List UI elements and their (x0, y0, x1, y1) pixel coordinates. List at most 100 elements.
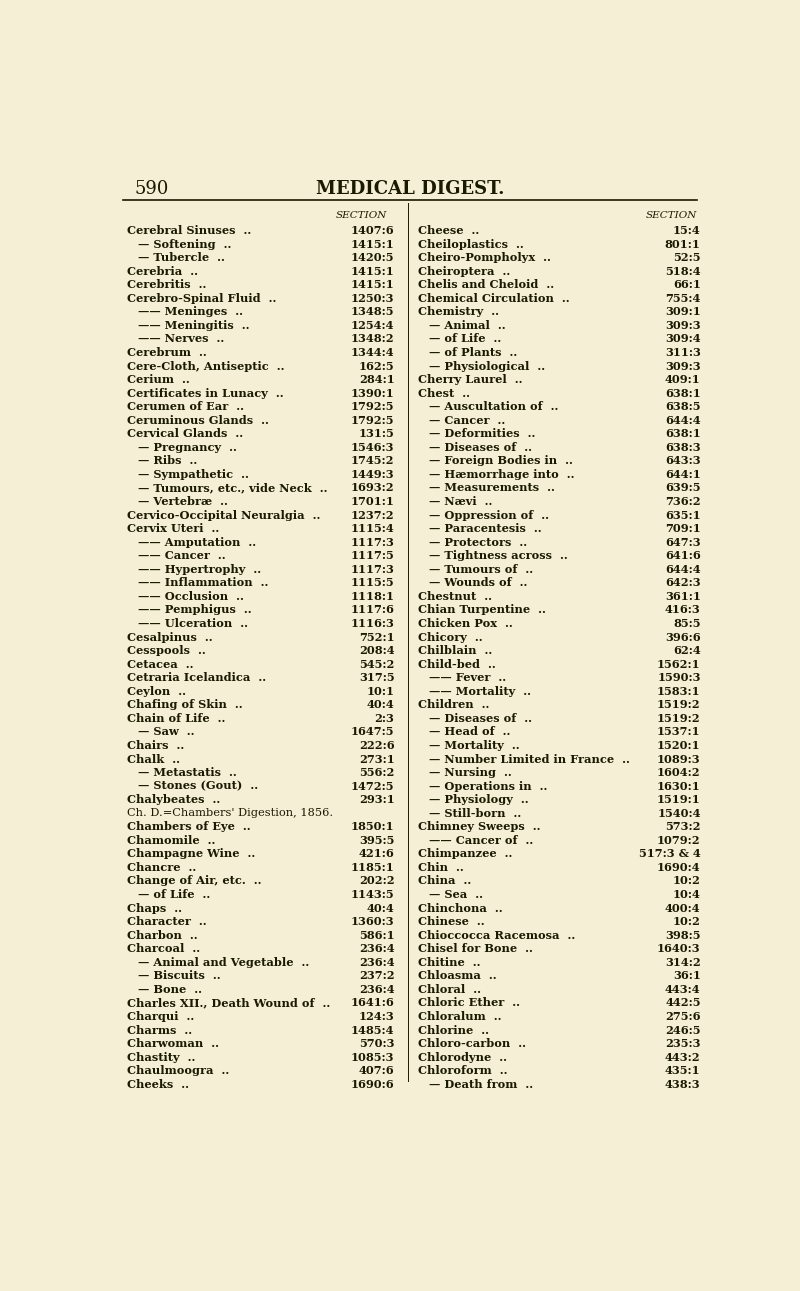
Text: 10:2: 10:2 (673, 917, 701, 927)
Text: — Ribs  ..: — Ribs .. (138, 456, 198, 466)
Text: 638:3: 638:3 (665, 442, 701, 453)
Text: Chambers of Eye  ..: Chambers of Eye .. (127, 821, 250, 833)
Text: Cheese  ..: Cheese .. (418, 225, 479, 236)
Text: 1630:1: 1630:1 (657, 781, 701, 791)
Text: 644:4: 644:4 (665, 414, 701, 426)
Text: — Saw  ..: — Saw .. (138, 727, 194, 737)
Text: 1792:5: 1792:5 (351, 402, 394, 412)
Text: — Diseases of  ..: — Diseases of .. (429, 713, 532, 724)
Text: — Auscultation of  ..: — Auscultation of .. (429, 402, 558, 412)
Text: Cheiloplastics  ..: Cheiloplastics .. (418, 239, 523, 249)
Text: Cervical Glands  ..: Cervical Glands .. (127, 429, 243, 439)
Text: 309:1: 309:1 (665, 306, 701, 318)
Text: Cheiroptera  ..: Cheiroptera .. (418, 266, 510, 276)
Text: — Operations in  ..: — Operations in .. (429, 781, 547, 791)
Text: 1690:6: 1690:6 (351, 1079, 394, 1090)
Text: 1415:1: 1415:1 (350, 279, 394, 290)
Text: —— Meningitis  ..: —— Meningitis .. (138, 320, 250, 330)
Text: 309:3: 309:3 (665, 320, 701, 330)
Text: —— Amputation  ..: —— Amputation .. (138, 537, 256, 547)
Text: 642:3: 642:3 (665, 577, 701, 589)
Text: 1540:4: 1540:4 (657, 808, 701, 818)
Text: Chilblain  ..: Chilblain .. (418, 646, 492, 656)
Text: MEDICAL DIGEST.: MEDICAL DIGEST. (316, 181, 504, 199)
Text: 1590:3: 1590:3 (657, 673, 701, 683)
Text: 395:5: 395:5 (359, 835, 394, 846)
Text: 66:1: 66:1 (673, 279, 701, 290)
Text: Change of Air, etc.  ..: Change of Air, etc. .. (127, 875, 262, 887)
Text: Chian Turpentine  ..: Chian Turpentine .. (418, 604, 546, 616)
Text: 438:3: 438:3 (665, 1079, 701, 1090)
Text: 62:4: 62:4 (673, 646, 701, 656)
Text: Chloral  ..: Chloral .. (418, 984, 481, 995)
Text: 1115:4: 1115:4 (350, 523, 394, 534)
Text: 1117:3: 1117:3 (350, 537, 394, 547)
Text: Chinchona  ..: Chinchona .. (418, 902, 502, 914)
Text: — Nursing  ..: — Nursing .. (429, 767, 511, 778)
Text: 1185:1: 1185:1 (350, 862, 394, 873)
Text: SECTION: SECTION (335, 212, 386, 221)
Text: — Measurements  ..: — Measurements .. (429, 483, 554, 493)
Text: 124:3: 124:3 (358, 1011, 394, 1022)
Text: 1089:3: 1089:3 (657, 754, 701, 764)
Text: —— Cancer of  ..: —— Cancer of .. (429, 835, 533, 846)
Text: 361:1: 361:1 (665, 591, 701, 602)
Text: Cervico-Occipital Neuralgia  ..: Cervico-Occipital Neuralgia .. (127, 510, 321, 520)
Text: Cesalpinus  ..: Cesalpinus .. (127, 631, 213, 643)
Text: 409:1: 409:1 (665, 374, 701, 385)
Text: Chest  ..: Chest .. (418, 387, 470, 399)
Text: — Wounds of  ..: — Wounds of .. (429, 577, 527, 589)
Text: 635:1: 635:1 (665, 510, 701, 520)
Text: 222:6: 222:6 (359, 740, 394, 751)
Text: 1254:4: 1254:4 (351, 320, 394, 330)
Text: Charwoman  ..: Charwoman .. (127, 1038, 219, 1050)
Text: 1348:2: 1348:2 (351, 333, 394, 345)
Text: 570:3: 570:3 (359, 1038, 394, 1050)
Text: 416:3: 416:3 (665, 604, 701, 616)
Text: — Cancer  ..: — Cancer .. (429, 414, 505, 426)
Text: 1118:1: 1118:1 (350, 591, 394, 602)
Text: — Pregnancy  ..: — Pregnancy .. (138, 442, 237, 453)
Text: — Metastatis  ..: — Metastatis .. (138, 767, 237, 778)
Text: 1079:2: 1079:2 (657, 835, 701, 846)
Text: Champagne Wine  ..: Champagne Wine .. (127, 848, 255, 860)
Text: 1360:3: 1360:3 (351, 917, 394, 927)
Text: Child-bed  ..: Child-bed .. (418, 658, 495, 670)
Text: Charbon  ..: Charbon .. (127, 930, 198, 941)
Text: 1143:5: 1143:5 (351, 889, 394, 900)
Text: 15:4: 15:4 (673, 225, 701, 236)
Text: 1583:1: 1583:1 (657, 686, 701, 697)
Text: Chaps  ..: Chaps .. (127, 902, 182, 914)
Text: 517:3 & 4: 517:3 & 4 (639, 848, 701, 860)
Text: —— Ulceration  ..: —— Ulceration .. (138, 618, 248, 629)
Text: 1117:3: 1117:3 (350, 564, 394, 574)
Text: Chicken Pox  ..: Chicken Pox .. (418, 618, 513, 629)
Text: — Number Limited in France  ..: — Number Limited in France .. (429, 754, 630, 764)
Text: Chloralum  ..: Chloralum .. (418, 1011, 502, 1022)
Text: — Hæmorrhage into  ..: — Hæmorrhage into .. (429, 469, 574, 480)
Text: Chin  ..: Chin .. (418, 862, 463, 873)
Text: Chloric Ether  ..: Chloric Ether .. (418, 998, 520, 1008)
Text: — Tightness across  ..: — Tightness across .. (429, 550, 567, 562)
Text: — Softening  ..: — Softening .. (138, 239, 231, 249)
Text: Certificates in Lunacy  ..: Certificates in Lunacy .. (127, 387, 284, 399)
Text: —— Fever  ..: —— Fever .. (429, 673, 506, 683)
Text: 1348:5: 1348:5 (351, 306, 394, 318)
Text: 85:5: 85:5 (673, 618, 701, 629)
Text: 273:1: 273:1 (358, 754, 394, 764)
Text: Chafing of Skin  ..: Chafing of Skin .. (127, 700, 242, 710)
Text: 275:6: 275:6 (665, 1011, 701, 1022)
Text: 644:4: 644:4 (665, 564, 701, 574)
Text: 1604:2: 1604:2 (657, 767, 701, 778)
Text: 641:6: 641:6 (665, 550, 701, 562)
Text: Chinese  ..: Chinese .. (418, 917, 484, 927)
Text: Ceruminous Glands  ..: Ceruminous Glands .. (127, 414, 269, 426)
Text: 1519:1: 1519:1 (657, 794, 701, 806)
Text: 36:1: 36:1 (673, 971, 701, 981)
Text: Chaulmoogra  ..: Chaulmoogra .. (127, 1065, 230, 1077)
Text: 1745:2: 1745:2 (351, 456, 394, 466)
Text: Chitine  ..: Chitine .. (418, 957, 480, 968)
Text: Ch. D.=Chambers' Digestion, 1856.: Ch. D.=Chambers' Digestion, 1856. (127, 808, 334, 817)
Text: Chloasma  ..: Chloasma .. (418, 971, 496, 981)
Text: 1449:3: 1449:3 (351, 469, 394, 480)
